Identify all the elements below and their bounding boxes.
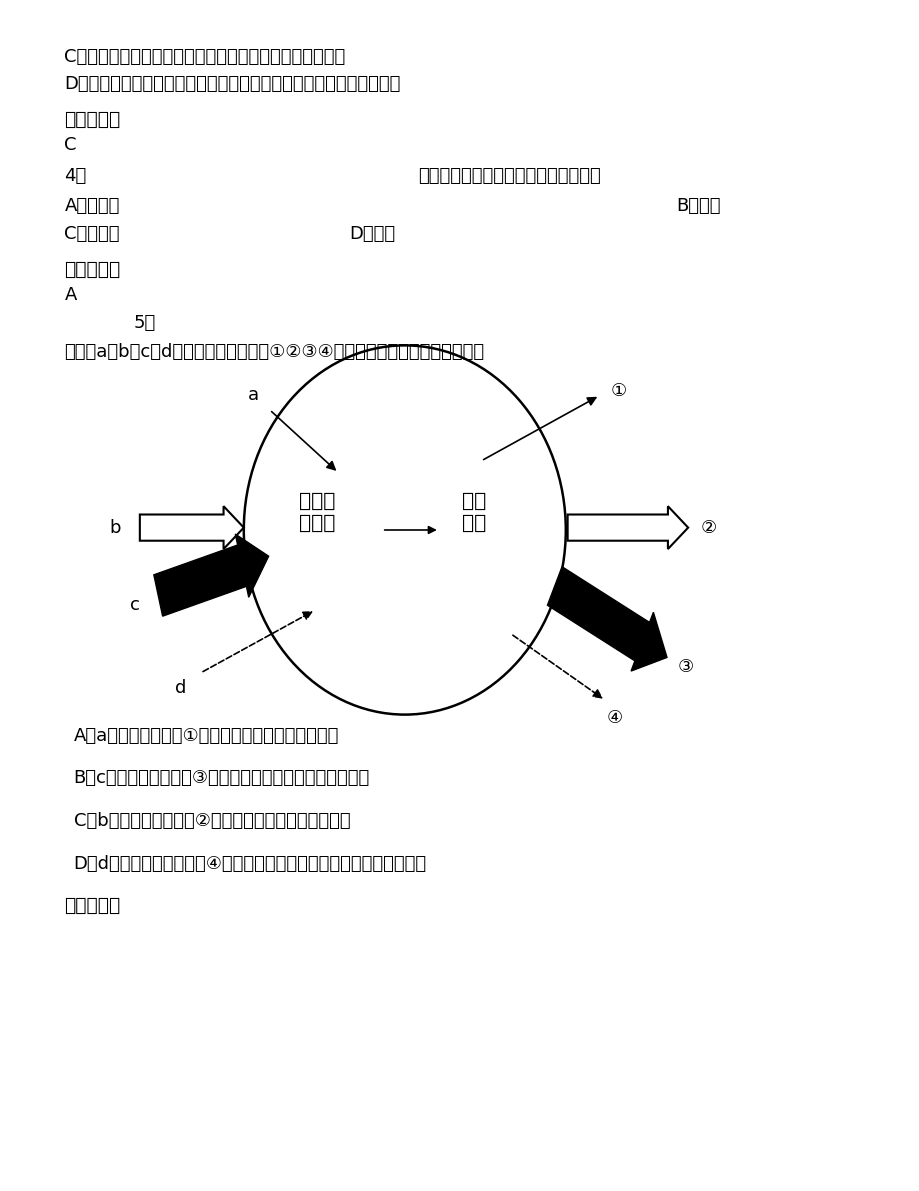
Text: 参考答案：: 参考答案： bbox=[64, 260, 120, 279]
Text: 参考答案：: 参考答案： bbox=[64, 110, 120, 129]
Text: B．糖类: B．糖类 bbox=[675, 197, 720, 214]
Text: A: A bbox=[64, 286, 76, 304]
Text: 参考答案：: 参考答案： bbox=[64, 896, 120, 915]
FancyArrow shape bbox=[140, 506, 244, 549]
Text: D．激素: D．激素 bbox=[349, 225, 395, 243]
Text: 给农作物施磷肥的主要目的是为其提供: 给农作物施磷肥的主要目的是为其提供 bbox=[418, 167, 601, 185]
Text: 5．: 5． bbox=[133, 314, 155, 332]
Text: D．d是转基因技术，获得④中个体常用的受体细胞是原肠胚时期的细胞: D．d是转基因技术，获得④中个体常用的受体细胞是原肠胚时期的细胞 bbox=[74, 855, 426, 873]
Text: A．无机盐: A．无机盐 bbox=[64, 197, 119, 214]
Text: C: C bbox=[64, 136, 77, 154]
FancyArrow shape bbox=[547, 567, 666, 671]
Text: 如图，a、b、c、d表示现代生物技术，①②③④表示其结果，下列说法正确的是: 如图，a、b、c、d表示现代生物技术，①②③④表示其结果，下列说法正确的是 bbox=[64, 343, 484, 361]
Text: C．由该早期胚胎细胞发育而成的猫，其毛色最可能是黑色: C．由该早期胚胎细胞发育而成的猫，其毛色最可能是黑色 bbox=[64, 48, 346, 66]
Text: c: c bbox=[130, 596, 140, 615]
Text: C．b是体外受精技术，②的设计产生有一定的伦理争议: C．b是体外受精技术，②的设计产生有一定的伦理争议 bbox=[74, 812, 350, 830]
Text: ③: ③ bbox=[676, 657, 693, 676]
Text: C．维生素: C．维生素 bbox=[64, 225, 119, 243]
Text: B．c是胚胎分割技术，③中个体的基因型和表现型一定相同: B．c是胚胎分割技术，③中个体的基因型和表现型一定相同 bbox=[74, 769, 369, 787]
Text: ②: ② bbox=[699, 518, 716, 537]
Text: 动物细
胞培养: 动物细 胞培养 bbox=[299, 492, 335, 532]
Text: ①: ① bbox=[609, 381, 626, 400]
Text: D．黄色雌猫与黑色雄猫杂交产生的正常后代，可根据毛色判断其性别: D．黄色雌猫与黑色雄猫杂交产生的正常后代，可根据毛色判断其性别 bbox=[64, 75, 401, 93]
FancyArrow shape bbox=[153, 534, 268, 616]
Text: a: a bbox=[247, 386, 258, 405]
Text: A．a是核移植技术，①反映了动物体细胞具有全能性: A．a是核移植技术，①反映了动物体细胞具有全能性 bbox=[74, 727, 338, 744]
Text: d: d bbox=[175, 679, 186, 698]
Text: 胚胎
移植: 胚胎 移植 bbox=[461, 492, 485, 532]
Text: ④: ④ bbox=[606, 709, 622, 728]
Text: b: b bbox=[109, 518, 120, 537]
Text: 4．: 4． bbox=[64, 167, 86, 185]
FancyArrow shape bbox=[567, 506, 687, 549]
